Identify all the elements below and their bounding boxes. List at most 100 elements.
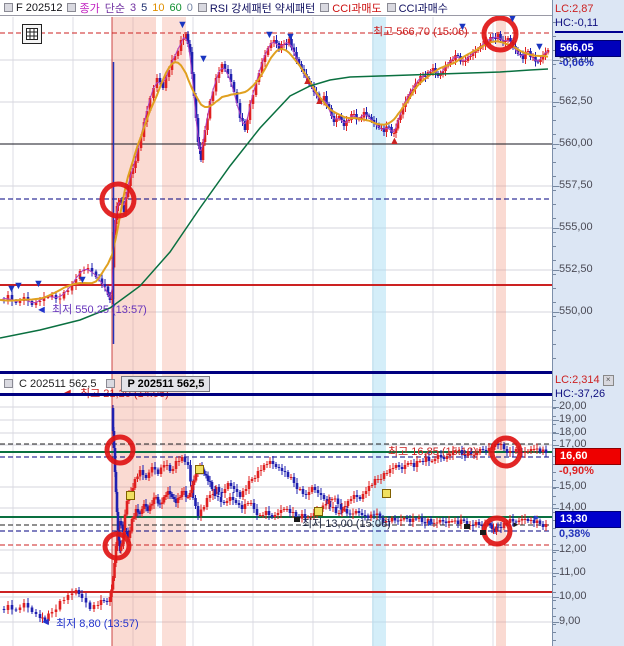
axis-tick [553,228,559,229]
axis-minor-tick [553,488,556,489]
toggle-checkbox[interactable] [320,3,330,12]
futures-high-label: 최고 566,70 (15:06) [373,26,468,38]
bearish-pattern-arrow-icon: ▼ [6,283,17,295]
ma-period-0[interactable]: 0 [187,2,193,14]
pattern-marker-icon [294,517,300,522]
marker-arrow-icon: ► [533,513,541,522]
axis-minor-tick [553,330,556,331]
axis-minor-tick [553,424,556,425]
low-pointer-icon: ► [426,518,436,529]
ma-period-3[interactable]: 3 [130,2,136,14]
axis-minor-tick [553,400,556,401]
axis-tick [553,407,559,408]
axis-minor-tick [553,120,556,121]
price-axis-strip: LC:2,87 HC:-0,11 LC:2,314 × HC:-37,26 565… [552,0,624,646]
axis-tick-label: 555,00 [559,221,593,233]
axis-minor-tick [553,640,556,641]
axis-tick [553,270,559,271]
axis-minor-tick [553,464,556,465]
toggle-checkbox[interactable] [4,3,13,12]
toolbar-label: 60 [169,1,182,14]
axis-tick [553,186,559,187]
axis-minor-tick [553,344,556,345]
futures-last-price-box: 566,05 [555,40,621,57]
axis-minor-tick [553,64,556,65]
axis-minor-tick [553,432,556,433]
put-low-label: 최저 13,00 (15:06) [302,518,391,530]
axis-tick [553,420,559,421]
call-series-label[interactable]: C 202511 562,5 [19,377,97,390]
axis-minor-tick [553,456,556,457]
pattern-marker-icon [382,489,391,498]
futures-low-label: 최저 550,25 (13:57) [52,304,147,316]
bearish-pattern-arrow-icon: ▼ [285,31,296,43]
pattern-marker-icon [195,465,204,474]
axis-minor-tick [553,600,556,601]
axis-minor-tick [553,162,556,163]
panel-divider-line [0,393,552,396]
put-last-price-box: 13,30 [555,511,621,528]
axis-minor-tick [553,316,556,317]
indicator-rsi-patterns[interactable]: RSI 강세패턴 약세패턴 [197,0,315,16]
axis-minor-tick [553,190,556,191]
axis-minor-tick [553,92,556,93]
ma-period-5[interactable]: 5 [141,2,147,14]
axis-minor-tick [553,288,556,289]
toolbar-label: F 202512 [16,1,63,14]
axis-tick [553,312,559,313]
toggle-checkbox[interactable] [67,3,77,12]
instrument-futures[interactable]: F 202512 [4,2,62,14]
axis-minor-tick [553,50,556,51]
chart-toolbar: F 202512 종가 단순 3 5 10 60 0 RSI 강세패턴 약세패턴 CCI과매도 CC… [0,0,552,16]
bearish-pattern-arrow-icon: ▼ [534,41,545,53]
toolbar-label: 5 [141,1,148,14]
panel-divider-line [0,371,552,374]
axis-minor-tick [553,106,556,107]
axis-minor-tick [553,440,556,441]
axis-tick-label: 9,00 [559,615,581,627]
bearish-pattern-arrow-icon: ▼ [77,274,88,286]
toggle-checkbox[interactable] [197,3,207,12]
grid-settings-button[interactable] [22,24,42,44]
put-series-checkbox[interactable] [106,379,116,388]
option-lc-value: LC:2,314 × [555,373,623,387]
bullish-pattern-arrow-icon: ▲ [302,75,313,87]
call-series-checkbox[interactable] [4,379,13,388]
ma-period-60[interactable]: 60 [169,2,181,14]
axis-tick-label: 562,50 [559,95,593,107]
bearish-pattern-arrow-icon: ▼ [177,19,188,31]
axis-tick [553,487,559,488]
remove-mark-icon[interactable]: × [602,374,614,386]
axis-tick [553,622,559,623]
axis-tick-label: 15,00 [559,480,587,492]
indicator-cci-oversold[interactable]: CCI과매도 [320,0,382,16]
price-and-option-chart-plot[interactable] [0,0,552,646]
put-series-label-selected[interactable]: P 202511 562,5 [121,375,211,392]
axis-minor-tick [553,416,556,417]
toggle-checkbox[interactable] [386,3,396,12]
pattern-marker-icon [480,530,486,535]
bearish-pattern-arrow-icon: ▼ [457,21,468,33]
option-lc-hc-readout: LC:2,314 × HC:-37,26 [555,373,623,401]
axis-tick [553,60,559,61]
low-pointer-icon: ◄ [40,616,51,628]
indicator-cci-overbought[interactable]: CCI과매수 [386,0,448,16]
axis-tick [553,550,559,551]
indicator-close[interactable]: 종가 [67,0,100,16]
ma-period-10[interactable]: 10 [152,2,164,14]
axis-tick-label: 560,00 [559,137,593,149]
axis-minor-tick [553,528,556,529]
indicator-ma-type[interactable]: 단순 [105,0,125,16]
axis-minor-tick [553,536,556,537]
axis-minor-tick [553,246,556,247]
pattern-marker-icon [126,491,135,500]
axis-tick-label: 17,00 [559,438,587,450]
axis-minor-tick [553,584,556,585]
axis-minor-tick [553,36,556,37]
call-high-label: 최고 16,85 (15:12) [388,446,477,458]
axis-minor-tick [553,408,556,409]
axis-minor-tick [553,176,556,177]
axis-minor-tick [553,624,556,625]
toolbar-label: CCI과매수 [398,2,448,15]
axis-minor-tick [553,568,556,569]
